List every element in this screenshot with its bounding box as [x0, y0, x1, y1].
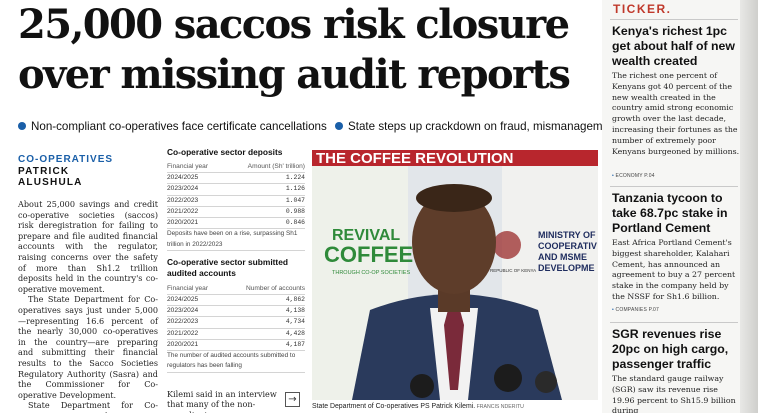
ministry-line-1: MINISTRY OF — [538, 230, 596, 240]
story-source: • COMPANIES P.07 — [612, 307, 660, 313]
audited-accounts-table: Co-operative sector submitted audited ac… — [167, 257, 305, 373]
article-body: About 25,000 savings and credit co-opera… — [18, 199, 158, 413]
tie-shape — [444, 310, 464, 390]
divider — [610, 19, 738, 20]
story-headline: Kenya's richest 1pc get about half of ne… — [612, 24, 735, 68]
photo-caption: State Department of Co-operatives PS Pat… — [312, 403, 524, 410]
ministry-line-3: AND MSME — [538, 252, 587, 262]
microphone-icon — [535, 371, 557, 393]
author-first-name: PATRICK — [18, 165, 70, 177]
headline-line-1: 25,000 saccos risk closure — [18, 1, 570, 48]
deposits-table: Co-operative sector deposits Financial y… — [167, 147, 305, 251]
story-headline: Tanzania tycoon to take 68.7pc stake in … — [612, 191, 728, 235]
table-header: Financial year Number of accounts — [167, 284, 305, 296]
body-paragraph: About 25,000 savings and credit co-opera… — [18, 199, 158, 294]
arrow-right-icon[interactable]: → — [285, 392, 300, 407]
ticker-sidebar: TICKER. Kenya's richest 1pc get about ha… — [602, 0, 758, 413]
table-row: 2021/2022 4,428 — [167, 329, 305, 340]
microphone-icon — [410, 374, 434, 398]
bullet-icon — [18, 122, 26, 130]
microphone-icon — [494, 364, 522, 392]
ticker-title: TICKER. — [613, 2, 672, 16]
byline: CO-OPERATIVES PATRICK ALUSHULA — [18, 154, 158, 189]
subheads: Non-compliant co-operatives face certifi… — [18, 120, 619, 138]
revival-text: REVIVAL — [332, 227, 400, 244]
story-source: • ECONOMY P.04 — [612, 173, 655, 179]
table-title: Co-operative sector submitted audited ac… — [167, 256, 288, 279]
section-label: CO-OPERATIVES — [18, 154, 114, 165]
ministry-line-2: COOPERATIV — [538, 241, 597, 251]
republic-text: REPUBLIC OF KENYA — [490, 268, 536, 273]
page-edge — [740, 0, 758, 413]
table-row: 2020/2021 4,187 — [167, 340, 305, 352]
body-paragraph: State Department for Co-operatives Princ… — [18, 400, 158, 413]
article-continuation: Kilemi said in an interview that many of… — [167, 389, 277, 413]
author-last-name: ALUSHULA — [18, 177, 83, 188]
story-summary: The standard gauge railway (SGR) saw its… — [612, 374, 736, 413]
table-row: 2022/2023 1.047 — [167, 196, 305, 207]
divider — [610, 186, 738, 187]
body-paragraph: The State Department for Co-operatives s… — [18, 294, 158, 400]
coffee-text: COFFEE — [324, 242, 413, 267]
banner-text: THE COFFEE REVOLUTION — [316, 150, 514, 167]
photo-illustration: THE COFFEE REVOLUTION REVIVAL COFFEE THR… — [312, 150, 598, 400]
table-row: 2024/2025 4,862 — [167, 295, 305, 307]
table-row: 2023/2024 1.126 — [167, 184, 305, 196]
coat-of-arms-icon — [493, 231, 521, 259]
table-row: 2021/2022 0.988 — [167, 207, 305, 219]
story-summary: East Africa Portland Cement's biggest sh… — [612, 238, 736, 301]
main-headline: 25,000 saccos risk closure over missing … — [18, 0, 600, 100]
revival-sub-text: THROUGH CO-OP SOCIETIES — [332, 270, 410, 276]
divider — [610, 322, 738, 323]
ministry-line-4: DEVELOPME — [538, 263, 595, 273]
table-note: Deposits have been on a rise, surpassing… — [167, 229, 305, 251]
story-summary: The richest one percent of Kenyans got 4… — [612, 71, 740, 156]
table-title: Co-operative sector deposits — [167, 147, 283, 157]
photo-credit: FRANCIS NDERITU — [475, 404, 524, 410]
subhead-1: Non-compliant co-operatives face certifi… — [18, 120, 327, 133]
table-row: 2020/2021 0.846 — [167, 218, 305, 230]
table-header: Financial year Amount (Sh' trillion) — [167, 162, 305, 174]
headline-line-2: over missing audit reports — [18, 51, 571, 98]
table-row: 2023/2024 4,138 — [167, 306, 305, 318]
table-note: The number of audited accounts submitted… — [167, 351, 305, 373]
data-tables: Co-operative sector deposits Financial y… — [167, 147, 305, 373]
table-row: 2024/2025 1.224 — [167, 173, 305, 185]
table-row: 2022/2023 4,734 — [167, 317, 305, 329]
bullet-icon — [335, 122, 344, 130]
story-headline: SGR revenues rise 20pc on high cargo, pa… — [612, 327, 729, 371]
face-shape — [412, 190, 496, 294]
subhead-2: State steps up crackdown on fraud, misma… — [335, 120, 619, 133]
article-photo: THE COFFEE REVOLUTION REVIVAL COFFEE THR… — [312, 150, 598, 400]
